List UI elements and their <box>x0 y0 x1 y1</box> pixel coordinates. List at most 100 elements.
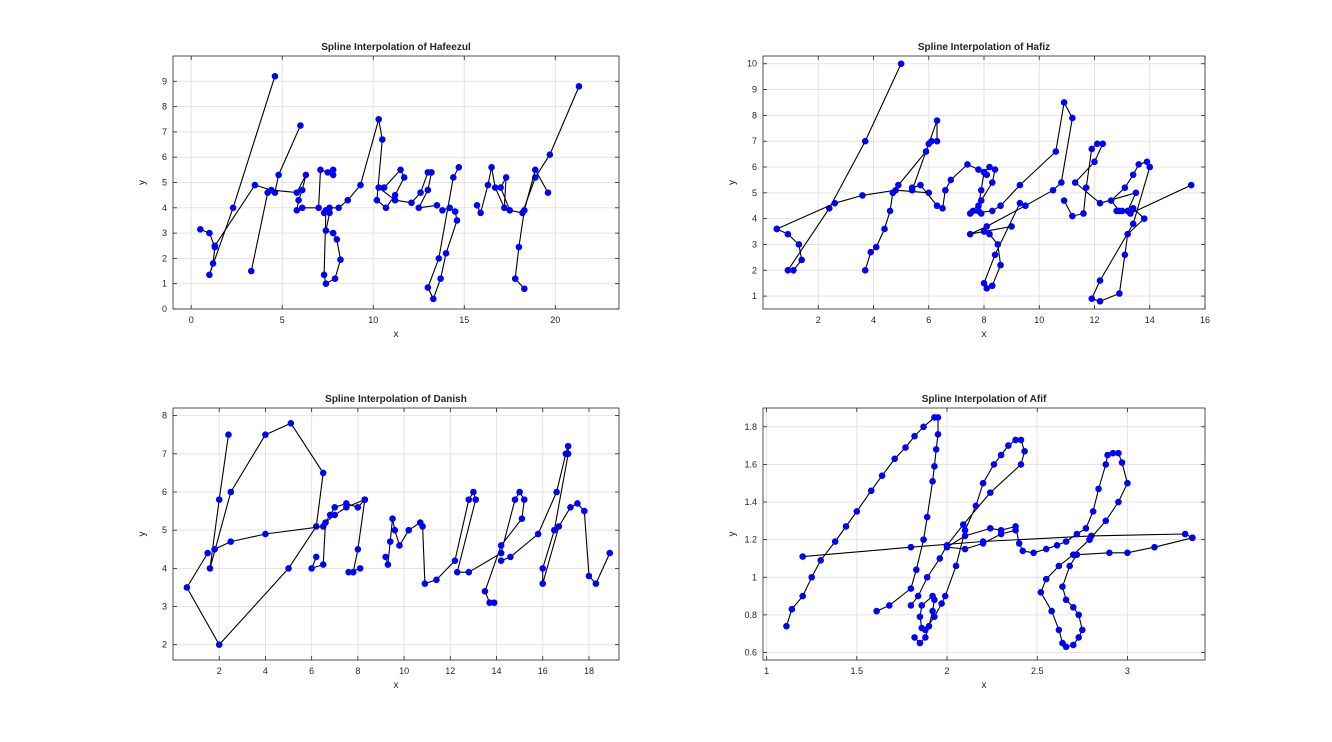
y-tick-label: 3 <box>162 228 167 238</box>
data-point <box>913 566 920 574</box>
data-point <box>380 184 388 191</box>
data-point <box>453 568 461 576</box>
data-point <box>859 192 866 199</box>
data-point <box>1102 461 1110 468</box>
x-tick-label: 2.5 <box>1031 666 1044 676</box>
data-point <box>885 602 893 609</box>
data-point <box>1052 148 1060 155</box>
x-tick-label: 10 <box>1034 315 1044 325</box>
data-point <box>1099 140 1107 148</box>
data-point <box>204 549 211 557</box>
data-point <box>417 189 424 196</box>
data-point <box>1066 562 1073 570</box>
data-point <box>1060 197 1068 204</box>
chart-title: Spline Interpolation of Hafiz <box>918 42 1050 53</box>
data-point <box>907 602 915 609</box>
data-point <box>1017 461 1025 468</box>
data-point <box>354 503 362 511</box>
y-tick-label: 0.6 <box>744 647 757 657</box>
x-tick-label: 10 <box>399 666 409 676</box>
data-point <box>329 229 337 237</box>
data-point <box>1121 184 1129 191</box>
data-point <box>920 536 927 543</box>
data-point <box>209 260 217 267</box>
data-point <box>1049 186 1057 194</box>
chart-panel-3: 2 4 6 8 10 12 14 16 18 2 3 4 5 6 7 8 Spline Interpolatio… <box>137 394 620 691</box>
data-point <box>934 431 942 438</box>
data-point <box>1129 205 1137 212</box>
data-point <box>1060 99 1068 106</box>
x-tick-label: 1 <box>764 666 769 676</box>
y-tick-label: 1 <box>162 279 167 289</box>
data-point <box>433 201 441 209</box>
data-point <box>784 230 792 238</box>
data-point <box>1118 459 1126 466</box>
data-point <box>317 166 324 174</box>
data-point <box>1143 158 1151 166</box>
data-point <box>324 169 332 176</box>
data-point <box>1121 251 1129 259</box>
data-point <box>773 225 781 233</box>
data-point <box>987 525 994 532</box>
x-axis-label: x <box>982 680 987 691</box>
data-point <box>788 605 796 613</box>
data-point <box>997 261 1004 269</box>
data-point <box>585 572 593 580</box>
data-point <box>391 196 399 204</box>
data-point <box>322 280 330 288</box>
data-point <box>520 496 528 503</box>
data-point <box>799 592 806 600</box>
data-point <box>564 442 572 450</box>
data-point <box>1012 436 1019 444</box>
data-point <box>886 207 894 215</box>
data-point <box>997 202 1004 210</box>
data-point <box>1062 538 1070 545</box>
data-point <box>329 171 337 179</box>
x-tick-label: 14 <box>492 666 502 676</box>
axes-box <box>172 407 620 661</box>
data-point <box>895 181 902 189</box>
data-point <box>902 444 909 451</box>
y-tick-label: 2 <box>162 640 167 650</box>
data-point <box>405 526 413 534</box>
data-point <box>997 451 1005 459</box>
data-point <box>544 189 552 196</box>
data-point <box>867 248 875 256</box>
y-tick-label: 10 <box>747 59 757 69</box>
x-tick-label: 2 <box>816 315 821 325</box>
data-point <box>384 561 392 568</box>
data-point <box>907 585 915 592</box>
data-point <box>1127 210 1134 217</box>
data-point <box>918 602 926 609</box>
y-tick-label: 4 <box>752 214 757 224</box>
data-point <box>319 561 327 568</box>
data-point <box>938 600 945 607</box>
y-tick-label: 7 <box>752 136 757 146</box>
data-point <box>1151 543 1158 551</box>
data-point <box>943 543 951 551</box>
data-point <box>382 553 389 561</box>
data-point <box>400 174 408 181</box>
data-point <box>799 553 806 560</box>
data-point <box>1042 575 1050 583</box>
data-point <box>435 255 443 262</box>
data-point <box>966 230 974 238</box>
data-point <box>396 542 403 549</box>
data-point <box>262 530 269 538</box>
data-point <box>959 521 967 528</box>
y-tick-label: 0 <box>162 304 167 314</box>
data-point <box>1106 549 1113 557</box>
x-tick-label: 10 <box>368 315 378 325</box>
y-axis-label: y <box>137 532 148 537</box>
data-point <box>539 580 547 587</box>
y-tick-label: 8 <box>752 110 757 120</box>
data-point <box>1104 451 1111 459</box>
data-point <box>1069 212 1076 220</box>
data-point <box>488 164 495 171</box>
data-point <box>320 271 328 279</box>
data-point <box>1116 207 1123 215</box>
data-point <box>472 496 480 503</box>
data-point <box>1030 549 1037 557</box>
data-point <box>553 488 560 496</box>
